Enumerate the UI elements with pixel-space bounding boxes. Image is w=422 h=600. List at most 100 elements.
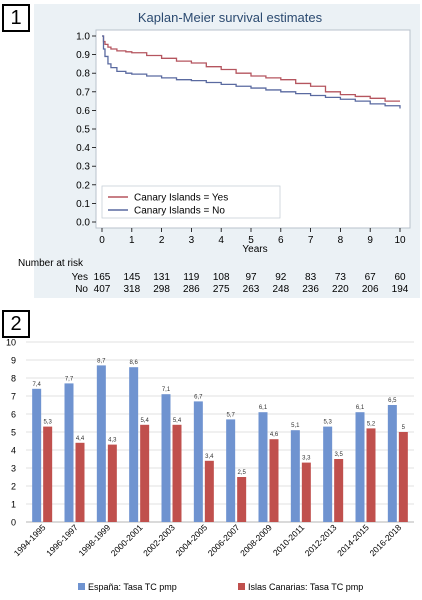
bar-data-label: 5,3	[43, 420, 52, 426]
bar-data-label: 7,7	[65, 376, 74, 382]
km-risk-value: 236	[302, 284, 319, 295]
bar-canarias	[301, 462, 311, 522]
bar-espana	[258, 412, 268, 522]
km-y-tick-label: 0.9	[76, 50, 90, 61]
bar-espana	[193, 401, 203, 522]
km-series-line-yes	[102, 35, 400, 102]
bar-y-tick-label: 9	[11, 356, 16, 366]
km-x-tick-label: 4	[218, 235, 224, 246]
bar-data-label: 5,2	[367, 421, 376, 427]
km-risk-value: 145	[123, 272, 140, 283]
bar-data-label: 5,3	[323, 420, 332, 426]
bar-data-label: 4,6	[270, 432, 279, 438]
bar-espana	[96, 365, 106, 522]
km-risk-value: 286	[183, 284, 200, 295]
bar-espana	[226, 419, 236, 522]
bar-category-label: 2010-2011	[271, 522, 307, 558]
bar-canarias	[269, 439, 279, 522]
bar-legend-swatch	[238, 583, 245, 590]
bar-canarias	[398, 432, 408, 522]
bar-data-label: 5,4	[173, 418, 182, 424]
bar-category-label: 2012-2013	[303, 522, 339, 558]
bar-espana	[290, 430, 300, 522]
km-y-tick-label: 0.8	[76, 69, 90, 80]
bar-y-tick-label: 10	[6, 338, 16, 348]
bar-data-label: 7,1	[162, 387, 171, 393]
km-risk-value: 83	[305, 272, 317, 283]
bar-category-label: 2006-2007	[206, 522, 242, 558]
km-x-tick-label: 6	[278, 235, 284, 246]
bar-category-label: 2008-2009	[238, 522, 274, 558]
bar-espana	[387, 405, 397, 522]
bar-espana	[129, 367, 139, 522]
bar-legend-swatch	[78, 583, 85, 590]
km-risk-value: 407	[94, 284, 111, 295]
km-risk-value: 318	[123, 284, 140, 295]
km-risk-title: Number at risk	[18, 258, 84, 269]
km-risk-row-label: Yes	[72, 272, 88, 283]
bar-canarias	[334, 459, 344, 522]
km-risk-value: 108	[213, 272, 230, 283]
km-x-tick-label: 2	[159, 235, 165, 246]
km-risk-value: 194	[392, 284, 409, 295]
km-y-tick-label: 0.4	[76, 143, 90, 154]
km-y-tick-label: 0.0	[76, 218, 90, 229]
bar-y-tick-label: 0	[11, 518, 16, 528]
bar-data-label: 6,5	[388, 398, 397, 404]
bar-category-label: 2004-2005	[173, 522, 209, 558]
km-legend-label: Canary Islands = No	[134, 206, 225, 217]
panel-badge-1: 1	[2, 4, 30, 32]
bar-espana	[323, 426, 333, 522]
bar-category-label: 1994-1995	[12, 522, 48, 558]
bar-data-label: 3,3	[302, 456, 311, 462]
bar-chart: 0 1 2 3 4 5 6 7 8 9 10 7,4 5,3 7,7 4,4 8,7 4,3 8,6 5,4 7,1…	[6, 338, 414, 592]
bar-data-label: 5,7	[226, 412, 235, 418]
bar-data-label: 8,6	[129, 360, 138, 366]
km-risk-value: 73	[335, 272, 347, 283]
bar-category-label: 2014-2015	[335, 522, 371, 558]
km-y-tick-label: 1.0	[76, 32, 90, 43]
bar-data-label: 3,5	[334, 452, 343, 458]
km-x-tick-label: 0	[99, 235, 105, 246]
km-x-tick-label: 3	[189, 235, 195, 246]
bar-category-label: 1998-1999	[76, 522, 112, 558]
bar-espana	[161, 394, 171, 522]
km-risk-value: 119	[183, 272, 199, 283]
bar-data-label: 8,7	[97, 358, 106, 364]
km-x-tick-label: 8	[338, 235, 344, 246]
km-y-tick-label: 0.2	[76, 180, 90, 191]
km-risk-value: 248	[272, 284, 289, 295]
km-x-tick-label: 10	[394, 235, 406, 246]
km-x-tick-label: 5	[248, 235, 254, 246]
bar-canarias	[75, 442, 85, 522]
panel-badge-2: 2	[2, 310, 30, 338]
bar-category-label: 2002-2003	[141, 522, 177, 558]
bar-data-label: 4,4	[76, 436, 85, 442]
km-x-tick-label: 1	[129, 235, 135, 246]
km-risk-value: 97	[245, 272, 257, 283]
bar-category-label: 2000-2001	[109, 522, 145, 558]
km-risk-value: 298	[153, 284, 170, 295]
km-risk-value: 165	[94, 272, 111, 283]
bar-data-label: 7,4	[32, 382, 41, 388]
bar-espana	[64, 383, 74, 522]
km-y-tick-label: 0.6	[76, 106, 90, 117]
bar-data-label: 6,7	[194, 394, 203, 400]
bar-canarias	[172, 424, 182, 522]
km-risk-value: 131	[153, 272, 170, 283]
bar-canarias	[237, 477, 247, 522]
km-panel: 1 Kaplan-Meier survival estimates Years …	[2, 4, 420, 298]
bar-y-tick-label: 4	[11, 446, 16, 456]
km-risk-value: 220	[332, 284, 349, 295]
bar-legend-label: Islas Canarias: Tasa TC pmp	[248, 582, 363, 592]
bar-canarias	[204, 460, 214, 522]
km-y-tick-label: 0.5	[76, 125, 90, 136]
km-x-axis-label: Years	[242, 244, 267, 255]
bar-espana	[355, 412, 365, 522]
bar-data-label: 4,3	[108, 438, 117, 444]
km-legend-label: Canary Islands = Yes	[134, 193, 228, 204]
bar-canarias	[366, 428, 376, 522]
km-x-tick-label: 7	[308, 235, 314, 246]
km-series-line-no	[102, 35, 401, 109]
bar-data-label: 5	[402, 425, 406, 431]
